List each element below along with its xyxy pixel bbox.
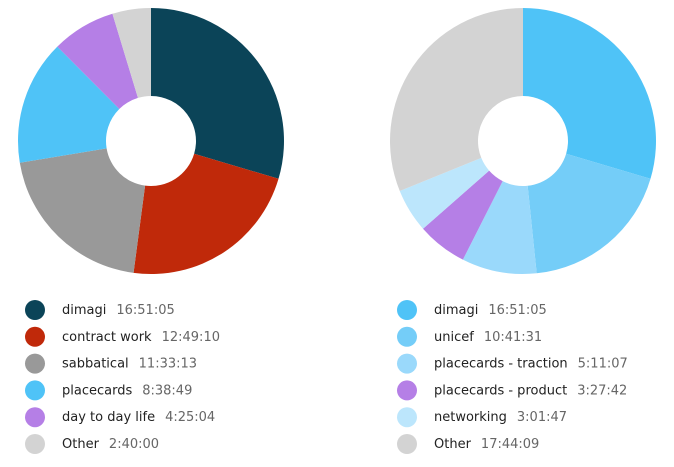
legend-entry: placecards - traction 5:11:07 <box>434 356 628 371</box>
legend-entry: day to day life 4:25:04 <box>62 410 215 425</box>
legend-swatch <box>397 407 417 428</box>
legend-entry: placecards 8:38:49 <box>62 383 192 398</box>
legend-swatch <box>397 434 417 454</box>
donut-slice <box>112 8 151 98</box>
legend-entry: networking 3:01:47 <box>434 410 567 425</box>
legend-entry: contract work 12:49:10 <box>62 329 220 344</box>
legend-value: 16:51:05 <box>488 303 546 318</box>
donut-slice <box>19 148 146 273</box>
donut-slice <box>390 8 523 192</box>
legend-label: dimagi <box>62 303 106 318</box>
legend-value: 5:11:07 <box>578 356 628 371</box>
legend-label: placecards - product <box>434 383 567 398</box>
legend-value: 11:33:13 <box>139 356 197 371</box>
legend-swatch <box>397 380 417 401</box>
legend-entry: placecards - product 3:27:42 <box>434 383 627 398</box>
donut-slice <box>57 13 138 110</box>
legend-swatch <box>397 353 417 374</box>
legend-swatch <box>397 300 417 320</box>
donut-slice <box>133 153 279 274</box>
donut-slice <box>423 170 503 260</box>
legend-value: 16:51:05 <box>116 303 174 318</box>
legend-swatch <box>25 300 45 320</box>
legend-swatch <box>25 407 45 428</box>
legend-value: 4:25:04 <box>165 410 215 425</box>
legend-label: contract work <box>62 329 152 344</box>
donut-slice <box>527 153 651 274</box>
legend-label: Other <box>434 437 472 452</box>
legend-value: 8:38:49 <box>142 383 192 398</box>
legend-entry: dimagi 16:51:05 <box>434 303 547 318</box>
legend-swatch <box>25 380 45 401</box>
legend-swatch <box>397 326 417 347</box>
legend-entry: dimagi 16:51:05 <box>62 303 175 318</box>
legend-swatch <box>25 434 45 454</box>
legend-entry: unicef 10:41:31 <box>434 329 542 344</box>
donut-chart: dimagi 16:51:05 contract work 12:49:10 sabba… <box>17 8 284 454</box>
legend-value: 3:01:47 <box>517 410 567 425</box>
donut-slice <box>523 8 656 179</box>
legend-label: placecards - traction <box>434 356 568 371</box>
legend-label: Other <box>62 437 100 452</box>
legend-entry: Other 2:40:00 <box>62 437 159 452</box>
donut-chart: dimagi 16:51:05 unicef 10:41:31 placecards -… <box>390 8 656 454</box>
legend-value: 12:49:10 <box>162 329 220 344</box>
donut-slice <box>151 8 284 179</box>
legend-value: 2:40:00 <box>109 437 159 452</box>
legend-swatch <box>25 326 45 347</box>
donut-slice <box>17 46 120 163</box>
donut-slice <box>399 157 490 229</box>
legend-label: sabbatical <box>62 356 129 371</box>
legend-entry: Other 17:44:09 <box>434 437 539 452</box>
legend-label: networking <box>434 410 507 425</box>
legend-label: day to day life <box>62 410 155 425</box>
legend-label: placecards <box>62 383 132 398</box>
legend-swatch <box>25 353 45 374</box>
legend-value: 3:27:42 <box>577 383 627 398</box>
legend-label: dimagi <box>434 303 478 318</box>
legend-value: 10:41:31 <box>484 329 542 344</box>
donut-slice <box>462 181 537 274</box>
legend-entry: sabbatical 11:33:13 <box>62 356 197 371</box>
legend-label: unicef <box>434 329 474 344</box>
legend-value: 17:44:09 <box>481 437 539 452</box>
